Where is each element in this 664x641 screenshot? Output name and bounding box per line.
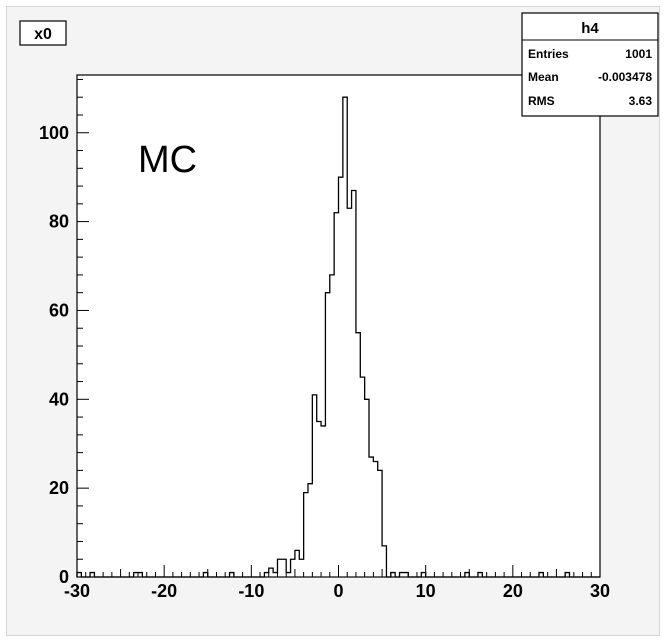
y-tick-label: 80 bbox=[49, 212, 69, 232]
stats-title: h4 bbox=[581, 20, 599, 37]
histogram-outline bbox=[76, 96, 600, 578]
x-tick-label: 10 bbox=[416, 581, 436, 601]
tick-labels: -30 -20 -10 0 10 20 30 0 20 40 60 80 100 bbox=[39, 123, 610, 601]
plot-area bbox=[76, 74, 601, 578]
x-tick-label: -10 bbox=[238, 581, 264, 601]
x-tick-label: 0 bbox=[333, 581, 343, 601]
stats-entries-label: Entries bbox=[528, 47, 569, 61]
histogram-name-box: x0 bbox=[19, 20, 67, 46]
stats-mean-label: Mean bbox=[528, 70, 559, 84]
y-tick-label: 60 bbox=[49, 300, 69, 320]
stats-box: h4 Entries 1001 Mean -0.003478 RMS 3.63 bbox=[521, 12, 659, 117]
stats-entries-value: 1001 bbox=[625, 47, 652, 61]
y-tick-label: 100 bbox=[39, 123, 69, 143]
x-tick-label: 20 bbox=[503, 581, 523, 601]
y-tick-label: 20 bbox=[49, 478, 69, 498]
x-tick-label: -30 bbox=[64, 581, 90, 601]
x-tick-label: 30 bbox=[590, 581, 610, 601]
histogram-name: x0 bbox=[34, 26, 52, 43]
mc-annotation: MC bbox=[138, 139, 197, 181]
stats-rms-label: RMS bbox=[528, 94, 555, 108]
stats-mean-value: -0.003478 bbox=[598, 70, 652, 84]
stats-rms-value: 3.63 bbox=[629, 94, 653, 108]
x-tick-label: -20 bbox=[151, 581, 177, 601]
y-tick-label: 40 bbox=[49, 389, 69, 409]
y-tick-label: 0 bbox=[59, 567, 69, 587]
